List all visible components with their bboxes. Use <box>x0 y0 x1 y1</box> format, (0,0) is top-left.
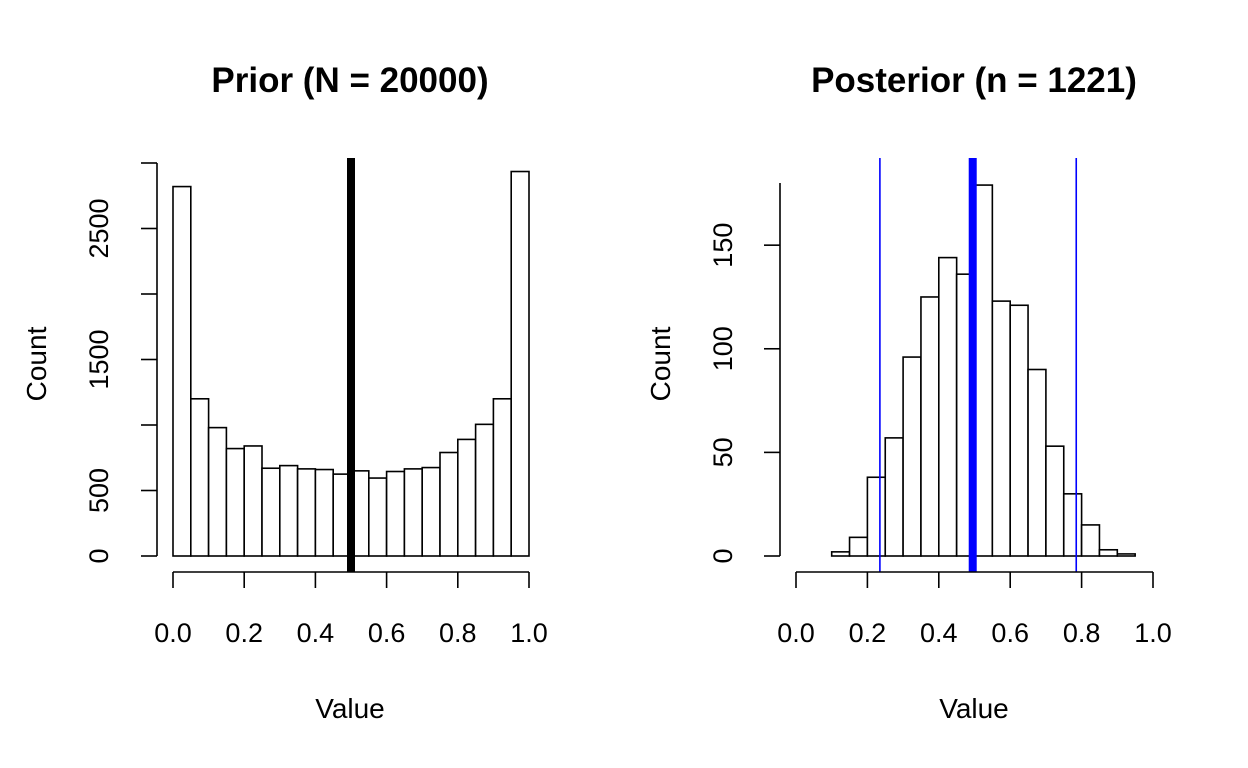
prior-bar <box>172 185 192 557</box>
prior-title: Prior (N = 20000) <box>211 61 488 100</box>
prior-bar <box>474 423 495 557</box>
prior-x-tick-label: 0.8 <box>439 618 477 648</box>
posterior-bar <box>1027 368 1047 557</box>
posterior-x-tick-label: 1.0 <box>1134 618 1172 648</box>
posterior-x-tick-label: 0.4 <box>920 618 958 648</box>
prior-bar <box>421 466 441 557</box>
posterior-bar <box>884 437 904 557</box>
prior-bar <box>207 426 228 557</box>
posterior-bar <box>1045 445 1065 557</box>
posterior-y-axis-label: Count <box>645 326 676 401</box>
posterior-y-axis: 0 50 100 150 <box>708 183 781 564</box>
prior-x-axis-label: Value <box>315 693 385 724</box>
prior-y-tick-label: 500 <box>84 468 114 513</box>
prior-bars <box>172 170 530 557</box>
prior-x-axis: 0.0 0.2 0.4 0.6 0.8 1.0 <box>154 571 548 648</box>
posterior-bar <box>1098 548 1119 557</box>
prior-bar <box>510 170 530 557</box>
prior-bar <box>403 468 423 557</box>
prior-bar <box>367 477 388 557</box>
posterior-x-axis-label: Value <box>939 693 1009 724</box>
posterior-bar <box>1062 493 1083 557</box>
prior-y-tick-label: 2500 <box>84 198 114 258</box>
prior-y-axis: 0 500 1500 2500 <box>84 162 158 564</box>
posterior-bar <box>920 296 940 557</box>
prior-x-tick-label: 1.0 <box>510 618 548 648</box>
posterior-bar <box>902 356 922 557</box>
prior-bar <box>225 447 245 557</box>
posterior-bar <box>973 184 994 557</box>
prior-x-tick-label: 0.2 <box>225 618 263 648</box>
posterior-y-tick-label: 50 <box>708 437 738 467</box>
posterior-x-tick-label: 0.6 <box>991 618 1029 648</box>
posterior-bar <box>1116 553 1136 557</box>
prior-bar <box>314 468 334 557</box>
posterior-panel: Posterior (n = 1221) Value Count 0.0 0.2 0… <box>645 61 1172 724</box>
prior-bar <box>456 438 477 557</box>
prior-bar <box>385 470 406 557</box>
prior-panel: Prior (N = 20000) Value Count 0.0 0.2 0.4 0… <box>21 61 548 724</box>
posterior-y-tick-label: 150 <box>708 223 738 268</box>
posterior-bars <box>830 184 1136 557</box>
prior-y-tick-label: 1500 <box>84 329 114 389</box>
posterior-x-tick-label: 0.8 <box>1063 618 1101 648</box>
posterior-bar <box>1080 524 1101 557</box>
prior-bar <box>492 397 512 557</box>
posterior-y-tick-label: 100 <box>708 326 738 371</box>
posterior-y-tick-label: 0 <box>708 548 738 563</box>
posterior-bar <box>1009 304 1029 557</box>
posterior-bar <box>991 300 1011 557</box>
posterior-title: Posterior (n = 1221) <box>811 61 1137 100</box>
posterior-x-tick-label: 0.2 <box>849 618 887 648</box>
prior-x-tick-label: 0.0 <box>154 618 192 648</box>
prior-y-axis-label: Count <box>21 326 52 401</box>
posterior-bar <box>937 256 958 557</box>
posterior-x-tick-label: 0.0 <box>777 618 815 648</box>
posterior-bar <box>848 536 869 557</box>
prior-bar <box>243 445 263 557</box>
prior-bar <box>261 467 281 557</box>
posterior-reference-lines <box>879 158 1078 572</box>
prior-bar <box>190 397 210 557</box>
prior-bar <box>296 468 317 557</box>
prior-x-tick-label: 0.4 <box>297 618 335 648</box>
prior-x-tick-label: 0.6 <box>368 618 406 648</box>
posterior-x-axis: 0.0 0.2 0.4 0.6 0.8 1.0 <box>777 571 1172 648</box>
posterior-bar <box>866 476 887 557</box>
prior-bar <box>439 451 459 557</box>
prior-y-tick-label: 0 <box>84 548 114 563</box>
posterior-bar <box>830 551 851 557</box>
prior-bar <box>278 464 299 557</box>
